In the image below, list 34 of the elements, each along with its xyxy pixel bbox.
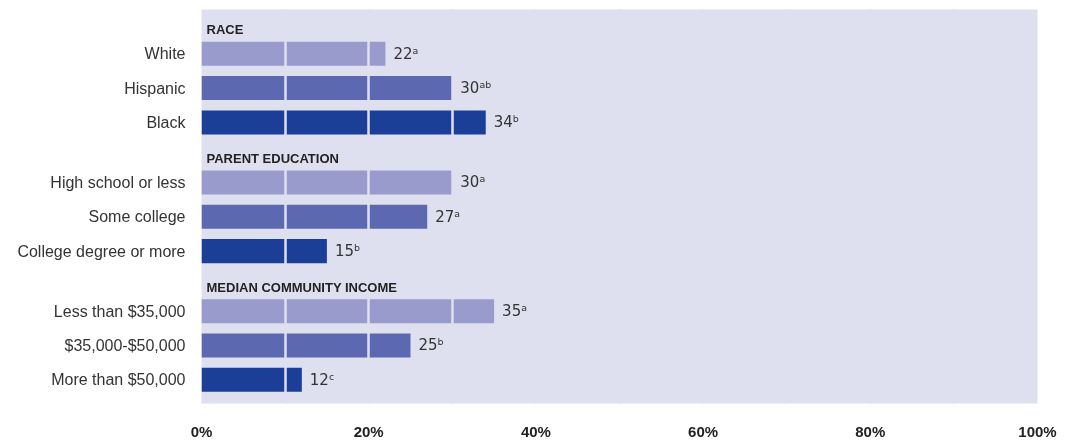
- y-tick-label: Black: [146, 113, 187, 131]
- bar: [201, 333, 411, 358]
- data-label: 22ᵃ: [393, 44, 419, 63]
- x-tick-label: 80%: [855, 422, 886, 440]
- y-tick-label: Some college: [88, 208, 186, 226]
- x-tick-label: 0%: [190, 422, 213, 440]
- y-tick-label: $35,000-$50,000: [64, 337, 186, 354]
- data-label: 30ᵃᵇ: [460, 79, 492, 98]
- data-label: 12ᶜ: [309, 370, 335, 389]
- x-tick-label: 100%: [1018, 422, 1057, 440]
- bar: [201, 170, 453, 195]
- data-label: 34ᵇ: [493, 113, 520, 132]
- y-tick-label: PARENT EDUCATION: [206, 150, 339, 166]
- data-label: 35ᵃ: [502, 302, 528, 321]
- data-label: 30ᵃ: [460, 173, 486, 192]
- y-tick-label: MEDIAN COMMUNITY INCOME: [206, 279, 398, 295]
- bar: [201, 41, 386, 66]
- x-tick-label: 60%: [688, 422, 719, 440]
- data-label: 25ᵇ: [418, 336, 445, 355]
- data-label: 27ᵃ: [435, 207, 461, 226]
- y-tick-label: More than $50,000: [51, 371, 186, 389]
- bar: [201, 367, 302, 392]
- data-label: 15ᵇ: [334, 242, 361, 261]
- y-tick-label: High school or less: [50, 173, 186, 191]
- x-tick-label: 20%: [353, 422, 384, 440]
- bar: [201, 76, 453, 101]
- bar: [201, 204, 428, 229]
- y-tick-label: College degree or more: [17, 242, 186, 260]
- x-tick-label: 40%: [520, 422, 551, 440]
- y-tick-label: RACE: [206, 22, 244, 38]
- y-tick-label: Hispanic: [124, 79, 186, 97]
- bar: [201, 299, 495, 324]
- y-tick-label: Less than $35,000: [53, 302, 186, 320]
- y-tick-label: White: [144, 45, 186, 63]
